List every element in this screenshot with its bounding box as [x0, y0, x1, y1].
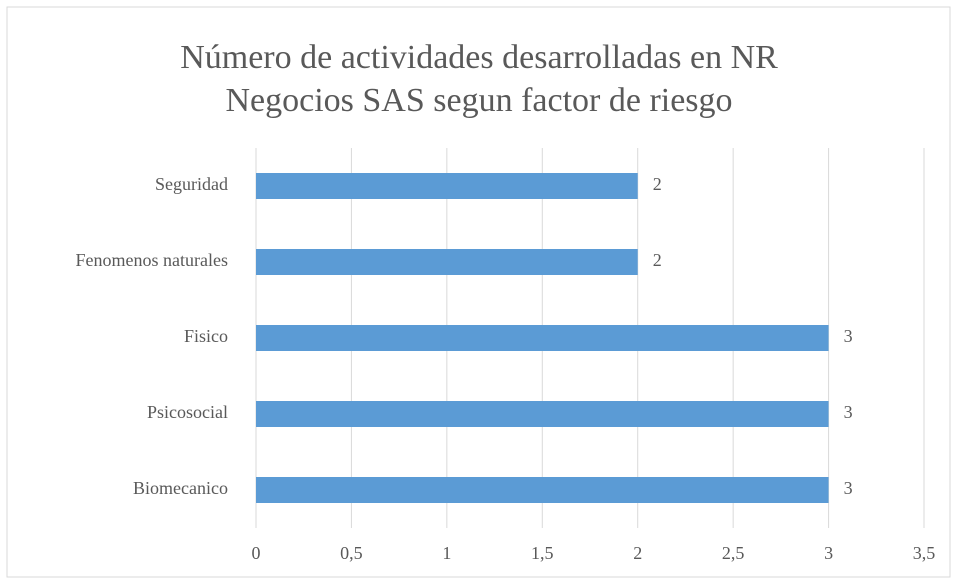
x-tick-label: 2	[633, 543, 642, 563]
bar	[256, 477, 829, 503]
bar	[256, 249, 638, 275]
chart-title: Número de actividades desarrolladas en N…	[180, 39, 778, 76]
y-tick-label: Biomecanico	[133, 478, 228, 498]
data-label: 2	[653, 174, 662, 194]
y-tick-label: Fisico	[184, 326, 228, 346]
y-tick-label: Fenomenos naturales	[76, 250, 228, 270]
bar	[256, 173, 638, 199]
x-tick-label: 1	[442, 543, 451, 563]
x-tick-label: 3,5	[913, 543, 936, 563]
x-tick-label: 0,5	[340, 543, 363, 563]
bar	[256, 401, 829, 427]
data-label: 3	[844, 478, 853, 498]
x-tick-label: 2,5	[722, 543, 745, 563]
chart-title: Negocios SAS segun factor de riesgo	[225, 82, 732, 119]
data-label: 2	[653, 250, 662, 270]
y-tick-label: Seguridad	[155, 174, 228, 194]
data-label: 3	[844, 326, 853, 346]
x-tick-label: 1,5	[531, 543, 554, 563]
x-tick-label: 3	[824, 543, 833, 563]
y-tick-label: Psicosocial	[147, 402, 228, 422]
data-label: 3	[844, 402, 853, 422]
x-tick-label: 0	[252, 543, 261, 563]
bar	[256, 325, 829, 351]
